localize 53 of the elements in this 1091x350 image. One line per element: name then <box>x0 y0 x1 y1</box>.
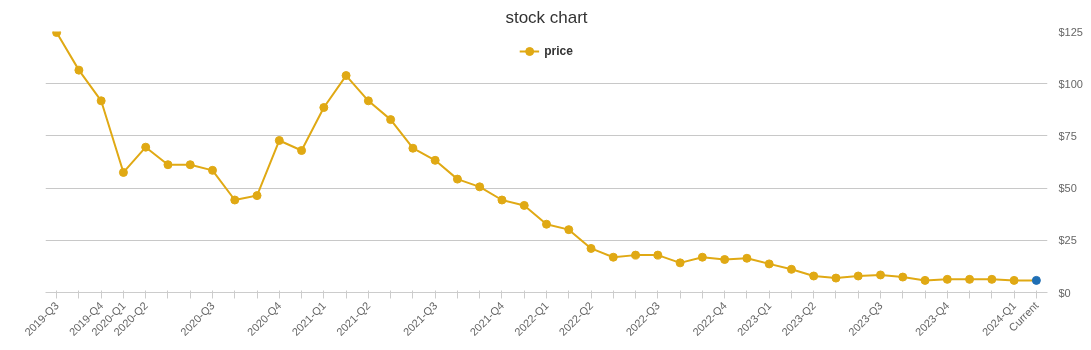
point <box>475 182 485 192</box>
point <box>274 136 284 145</box>
point <box>1031 275 1041 285</box>
point <box>297 146 307 156</box>
point <box>675 258 685 268</box>
point <box>386 115 396 125</box>
y-tick-label: $100 <box>1058 77 1083 90</box>
point <box>52 31 62 38</box>
point <box>920 275 930 285</box>
point <box>786 264 796 274</box>
point <box>853 271 863 281</box>
point <box>831 273 841 283</box>
legend-label: price <box>544 44 573 58</box>
y-tick-label: $125 <box>1058 25 1083 38</box>
point <box>230 195 240 205</box>
point <box>408 143 418 153</box>
point <box>764 259 774 269</box>
point <box>742 253 752 263</box>
point <box>631 250 641 260</box>
point <box>497 195 507 205</box>
point <box>586 243 596 253</box>
point <box>809 271 819 281</box>
point <box>942 274 952 284</box>
point <box>118 167 128 177</box>
point <box>430 155 440 165</box>
point <box>208 165 217 175</box>
point <box>96 96 106 106</box>
y-tick-label: $0 <box>1058 286 1071 299</box>
point <box>898 272 908 282</box>
y-tick-label: $25 <box>1058 234 1077 247</box>
y-tick-label: $75 <box>1058 129 1077 142</box>
y-tick-label: $50 <box>1058 182 1077 195</box>
point <box>363 96 373 106</box>
point <box>697 252 707 262</box>
point <box>163 160 173 170</box>
point <box>341 71 351 81</box>
point <box>319 103 329 112</box>
point <box>185 160 195 170</box>
point <box>876 270 885 280</box>
point <box>720 255 730 264</box>
point <box>608 252 618 262</box>
point <box>564 225 574 235</box>
point <box>141 142 151 152</box>
point <box>1009 275 1019 285</box>
point <box>74 65 84 75</box>
point <box>519 200 529 210</box>
chart-title: stock chart <box>505 7 588 27</box>
point <box>987 274 997 284</box>
point <box>965 274 975 284</box>
point <box>452 174 462 184</box>
point <box>252 191 262 201</box>
point <box>542 219 551 229</box>
point <box>653 250 663 260</box>
